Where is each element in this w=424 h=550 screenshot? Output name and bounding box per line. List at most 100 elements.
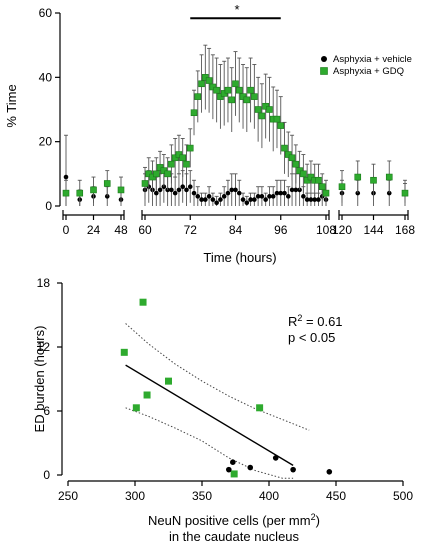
- confidence-band-upper: [125, 323, 310, 431]
- vehicle-point: [172, 190, 178, 196]
- gdq-point: [168, 160, 175, 168]
- y-tick-label: 20: [39, 135, 53, 149]
- vehicle-point: [154, 190, 159, 196]
- gdq-point: [247, 86, 254, 94]
- gdq-point: [266, 106, 273, 113]
- vehicle-point: [248, 197, 253, 202]
- vehicle-point: [191, 190, 197, 196]
- vehicle-point: [293, 187, 299, 193]
- gdq-point: [190, 109, 198, 117]
- y-tick-label: 6: [43, 404, 50, 418]
- gdq-point: [315, 176, 322, 184]
- x-tick-label: 350: [192, 489, 212, 503]
- vehicle-point: [312, 197, 317, 202]
- vehicle-point: [195, 194, 201, 199]
- gdq-point: [251, 93, 258, 100]
- correlation-x-label: NeuN positive cells (per mm2): [148, 512, 320, 528]
- vehicle-point: [230, 459, 236, 466]
- x-tick-label: 120: [332, 223, 352, 237]
- gdq-point: [254, 106, 262, 113]
- vehicle-point: [225, 190, 231, 196]
- time-course-marks: [62, 17, 409, 206]
- gdq-point: [194, 93, 202, 100]
- vehicle-point: [187, 184, 193, 189]
- gdq-point: [256, 404, 264, 412]
- time-course-y-label: % Time: [4, 84, 19, 127]
- vehicle-point: [263, 197, 268, 202]
- gdq-point: [322, 189, 330, 197]
- x-tick-label: 84: [229, 223, 243, 237]
- gdq-point: [288, 154, 296, 162]
- gdq-point: [90, 186, 97, 194]
- r-squared-prefix: R: [288, 314, 297, 329]
- x-tick-label: 48: [114, 223, 128, 237]
- x-tick-label: 0: [63, 223, 70, 237]
- gdq-point: [281, 144, 288, 152]
- vehicle-point: [326, 469, 333, 475]
- x-tick-label: 60: [138, 223, 152, 237]
- gdq-point: [164, 170, 171, 178]
- vehicle-point: [233, 187, 238, 193]
- y-tick-label: 12: [37, 340, 51, 354]
- correlation-x-label-sup: 2: [311, 512, 316, 522]
- vehicle-point: [267, 194, 272, 199]
- x-tick-label: 108: [316, 223, 336, 237]
- vehicle-point: [240, 197, 246, 202]
- time-course-x-label: Time (hours): [203, 250, 276, 265]
- vehicle-point: [301, 194, 306, 199]
- gdq-point: [117, 186, 125, 194]
- r-squared-annotation: R2 = 0.61: [288, 313, 343, 329]
- vehicle-point: [63, 174, 69, 180]
- gdq-point: [198, 80, 205, 88]
- regression-line: [125, 364, 294, 467]
- r-squared-sup: 2: [297, 313, 302, 323]
- y-tick-label: 0: [43, 468, 50, 482]
- vehicle-point: [169, 187, 174, 193]
- gdq-point: [258, 112, 266, 120]
- gdq-point: [273, 115, 281, 123]
- vehicle-point: [289, 187, 295, 193]
- correlation-y-label: ED burden (hours): [32, 326, 47, 433]
- y-tick-label: 60: [39, 6, 53, 20]
- x-tick-label: 96: [274, 223, 288, 237]
- gdq-point: [76, 189, 84, 197]
- vehicle-point: [259, 194, 265, 199]
- x-tick-label: 500: [393, 489, 413, 503]
- legend-gdq-marker: [320, 67, 328, 75]
- gdq-point: [183, 160, 190, 168]
- vehicle-point: [278, 190, 284, 196]
- gdq-point: [153, 170, 160, 178]
- vehicle-point: [214, 200, 219, 206]
- vehicle-point: [244, 200, 250, 206]
- legend: Asphyxia + vehicle Asphyxia + GDQ: [320, 54, 412, 77]
- gdq-series: [62, 44, 409, 206]
- gdq-point: [228, 96, 236, 104]
- vehicle-point: [184, 187, 189, 193]
- vehicle-point: [199, 197, 204, 202]
- gdq-point: [205, 77, 213, 84]
- gdq-point: [165, 377, 172, 385]
- gdq-point: [338, 183, 346, 190]
- legend-gdq-label: Asphyxia + GDQ: [333, 66, 404, 77]
- x-tick-label: 400: [259, 489, 279, 503]
- gdq-point: [139, 298, 147, 306]
- gdq-point: [300, 170, 307, 178]
- vehicle-point: [176, 187, 182, 193]
- vehicle-series: [63, 134, 408, 206]
- y-tick-label: 40: [39, 70, 53, 84]
- gdq-point: [213, 86, 220, 94]
- legend-vehicle-marker: [321, 56, 327, 62]
- gdq-point: [103, 180, 111, 187]
- x-tick-label: 300: [125, 489, 145, 503]
- gdq-point: [186, 144, 194, 152]
- vehicle-point: [290, 466, 296, 473]
- vehicle-point: [252, 197, 257, 202]
- x-tick-label: 144: [363, 223, 383, 237]
- vehicle-point: [270, 194, 276, 199]
- vehicle-point: [285, 194, 291, 199]
- vehicle-point: [206, 194, 212, 199]
- gdq-point: [141, 180, 149, 187]
- vehicle-point: [210, 197, 216, 202]
- gdq-point: [179, 154, 187, 162]
